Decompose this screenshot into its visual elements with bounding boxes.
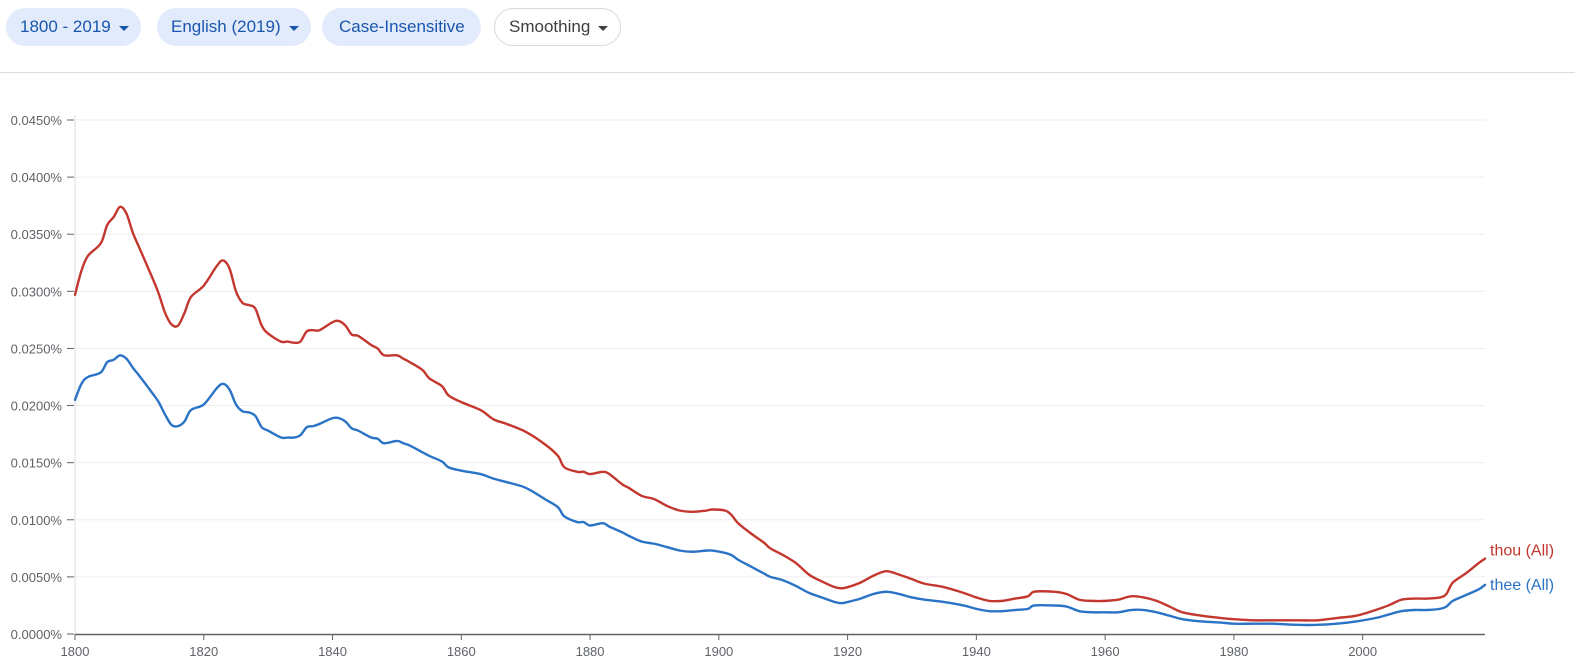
chevron-down-icon xyxy=(118,25,129,31)
y-tick-label: 0.0400% xyxy=(11,170,63,185)
y-tick-label: 0.0150% xyxy=(11,456,63,471)
series-group: thou (All) thee (All) xyxy=(73,205,1554,627)
y-tick-label: 0.0200% xyxy=(11,399,63,414)
chevron-down-icon xyxy=(598,25,609,31)
y-tick-label: 0.0000% xyxy=(11,627,63,642)
series-label-thee[interactable]: thee (All) xyxy=(1490,577,1554,594)
year-range-dropdown[interactable]: 1800 - 2019 xyxy=(6,8,141,46)
y-tick-label: 0.0300% xyxy=(11,284,63,299)
x-tick-label: 1880 xyxy=(576,644,605,659)
chevron-down-icon xyxy=(288,25,299,31)
corpus-dropdown[interactable]: English (2019) xyxy=(157,8,311,46)
ngram-line-chart: 0.0000% 0.0050% 0.0100% 0.0150% 0.0200% 0.025… xyxy=(11,113,1554,659)
case-insensitive-toggle[interactable]: Case-Insensitive xyxy=(322,8,481,46)
smoothing-dropdown[interactable]: Smoothing xyxy=(494,8,622,46)
x-axis: 1800 1820 1840 1860 1880 1900 1920 1940 1960 1980… xyxy=(61,633,1485,659)
x-tick-label: 1840 xyxy=(318,644,347,659)
x-tick-label: 1900 xyxy=(704,644,733,659)
grid xyxy=(75,119,1485,578)
y-tick-label: 0.0250% xyxy=(11,341,63,356)
y-tick-label: 0.0350% xyxy=(11,227,63,242)
smoothing-label: Smoothing xyxy=(509,17,591,36)
year-range-label: 1800 - 2019 xyxy=(20,17,111,36)
series-line-thee[interactable] xyxy=(73,354,1487,627)
x-tick-label: 1940 xyxy=(962,644,991,659)
x-tick-label: 2000 xyxy=(1348,644,1377,659)
y-tick-label: 0.0050% xyxy=(11,570,63,585)
y-tick-label: 0.0450% xyxy=(11,113,63,128)
x-tick-label: 1800 xyxy=(61,644,90,659)
series-label-thou[interactable]: thou (All) xyxy=(1490,543,1554,560)
x-tick-label: 1980 xyxy=(1219,644,1248,659)
x-tick-label: 1860 xyxy=(447,644,476,659)
x-tick-label: 1820 xyxy=(189,644,218,659)
x-tick-label: 1920 xyxy=(833,644,862,659)
corpus-label: English (2019) xyxy=(171,17,281,36)
x-tick-label: 1960 xyxy=(1091,644,1120,659)
case-label: Case-Insensitive xyxy=(339,17,465,36)
series-line-thou[interactable] xyxy=(73,205,1487,622)
y-axis: 0.0000% 0.0050% 0.0100% 0.0150% 0.0200% 0.025… xyxy=(11,113,76,642)
query-toolbar: 1800 - 2019 English (2019) Case-Insensit… xyxy=(0,0,1575,73)
y-tick-label: 0.0100% xyxy=(11,513,63,528)
